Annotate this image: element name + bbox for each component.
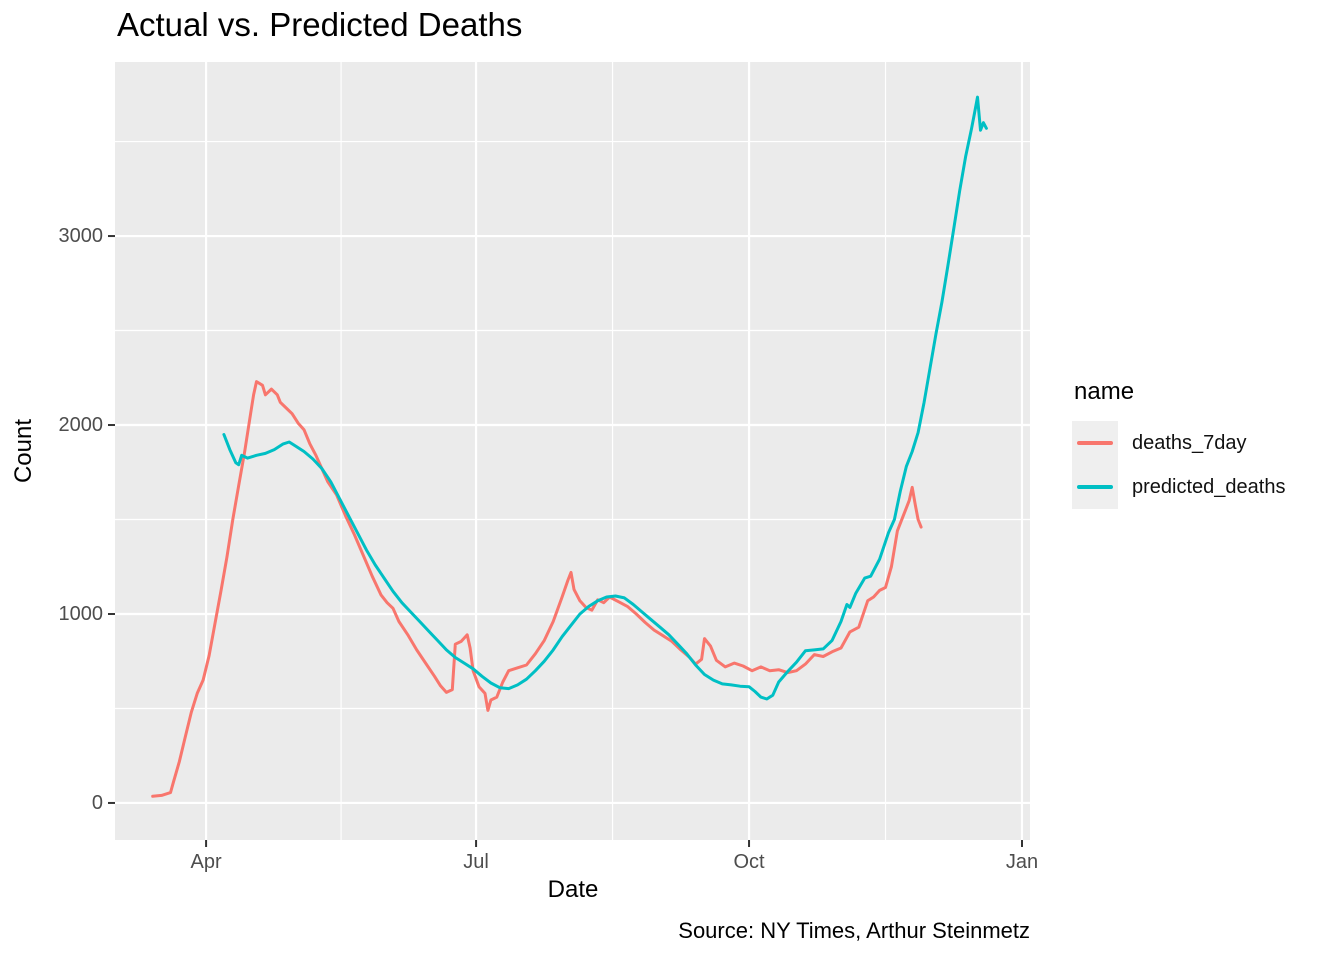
legend-entries: deaths_7day predicted_deaths: [1072, 421, 1285, 509]
legend-key: [1072, 421, 1118, 465]
x-tick-label: Jul: [463, 851, 489, 873]
legend-label: predicted_deaths: [1132, 475, 1286, 498]
legend-title: name: [1074, 378, 1135, 405]
legend: name deaths_7day predicted_deaths: [1072, 378, 1285, 509]
y-axis-title: Count: [10, 418, 37, 484]
x-tick-label: Oct: [733, 851, 765, 873]
chart-panel: [115, 62, 1030, 840]
y-tick-label: 0: [91, 791, 103, 814]
chart-title: Actual vs. Predicted Deaths: [117, 6, 523, 43]
legend-key: [1072, 465, 1118, 509]
chart-caption: Source: NY Times, Arthur Steinmetz: [678, 918, 1030, 943]
legend-entry-predicted_deaths: predicted_deaths: [1072, 465, 1285, 509]
legend-key-line: [1077, 485, 1113, 489]
y-tick-label: 1000: [58, 602, 104, 625]
y-tick-label: 3000: [58, 225, 104, 248]
x-tick-label: Jan: [1005, 851, 1039, 873]
series-line-deaths_7day: [151, 380, 923, 798]
legend-key-line: [1077, 441, 1113, 445]
x-axis-title: Date: [547, 876, 599, 903]
y-tick-label: 2000: [58, 414, 104, 437]
x-tick-label: Apr: [190, 851, 222, 873]
series-line-predicted_deaths: [222, 95, 988, 701]
legend-label: deaths_7day: [1132, 431, 1247, 454]
legend-entry-deaths_7day: deaths_7day: [1072, 421, 1285, 465]
